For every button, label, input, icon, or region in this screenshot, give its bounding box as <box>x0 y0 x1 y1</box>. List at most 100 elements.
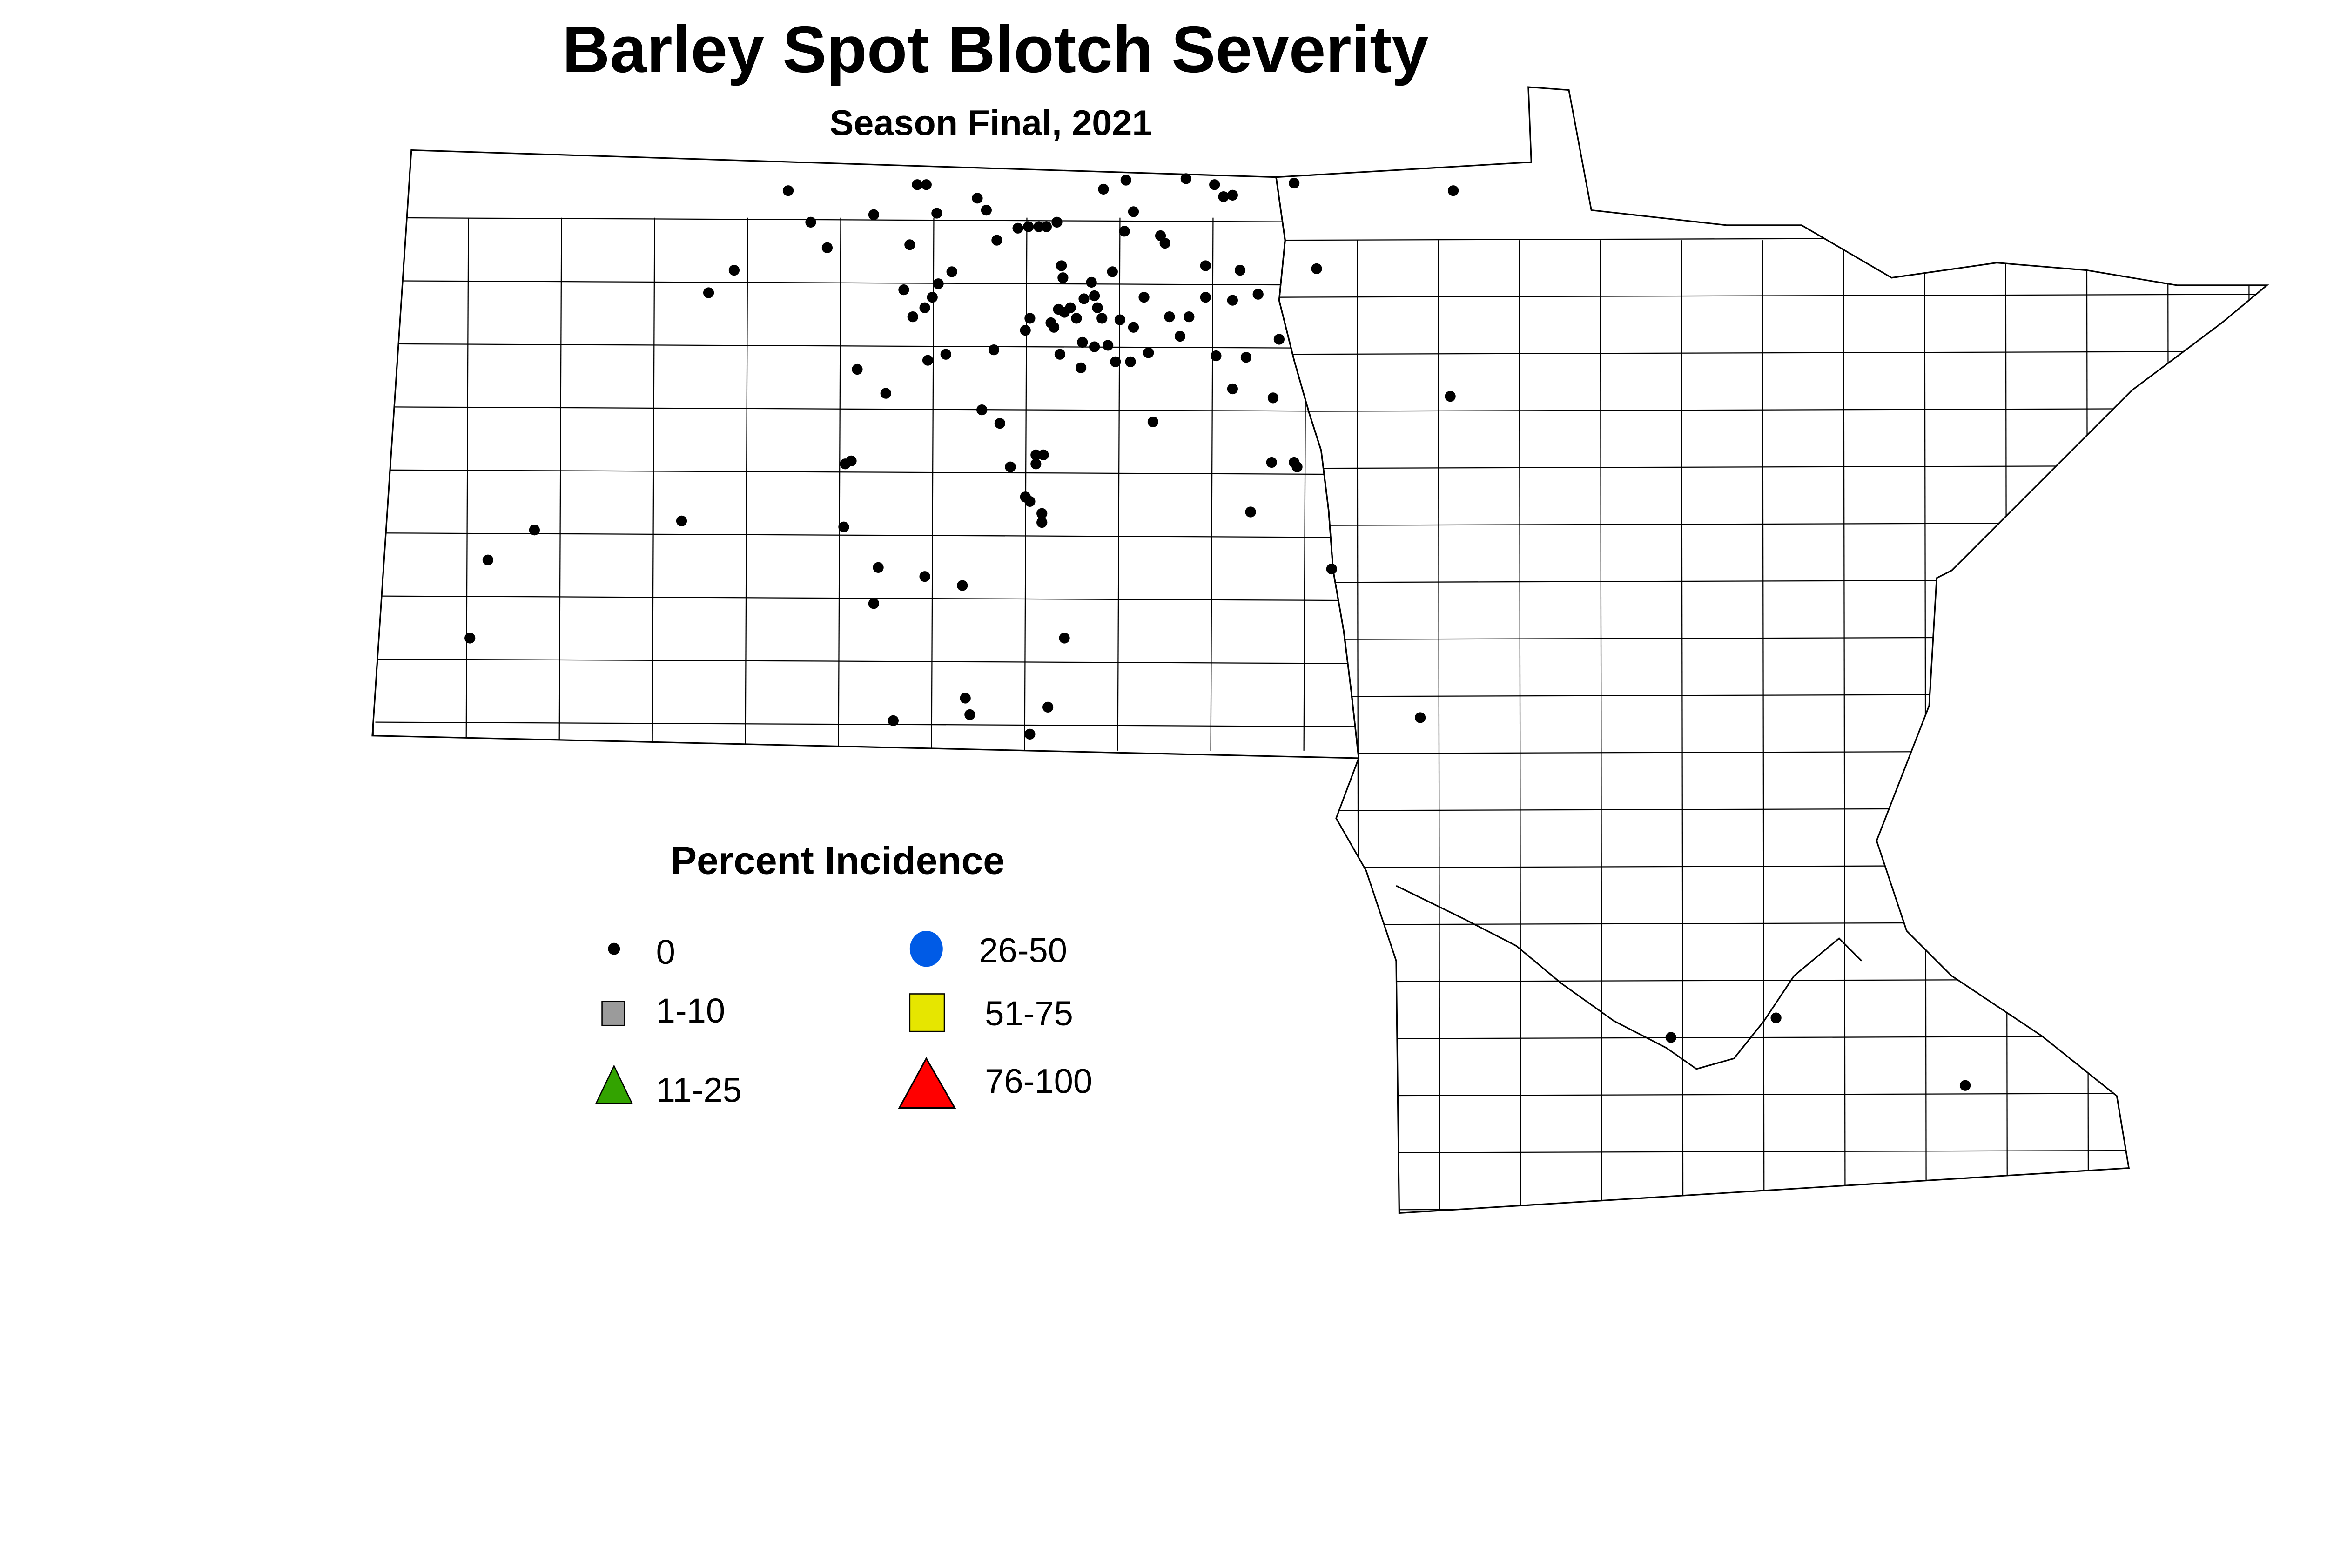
county-line <box>1117 217 1121 751</box>
county-line <box>1276 236 2267 241</box>
site-marker-incidence-0 <box>919 302 930 313</box>
county-line <box>1276 579 2267 583</box>
site-marker-incidence-0 <box>919 571 930 582</box>
site-marker-incidence-0 <box>1770 1012 1782 1023</box>
site-marker-incidence-0 <box>1054 349 1066 360</box>
site-marker-incidence-0 <box>1089 290 1100 302</box>
legend-label-76-100: 76-100 <box>985 1062 1092 1100</box>
minnesota-river <box>1396 885 1863 1070</box>
site-marker-incidence-0 <box>1273 334 1285 345</box>
legend-symbol-11-25 <box>595 1064 633 1104</box>
county-line <box>1024 217 1028 751</box>
legend-symbol-26-50 <box>909 930 943 967</box>
site-marker-incidence-0 <box>1266 457 1277 468</box>
site-marker-incidence-0 <box>1089 341 1100 352</box>
site-marker-incidence-0 <box>676 515 687 526</box>
county-line <box>1276 1092 2267 1097</box>
county-line <box>1276 350 2267 355</box>
site-marker-incidence-0 <box>1125 356 1136 368</box>
site-marker-incidence-0 <box>1005 461 1016 472</box>
site-marker-incidence-0 <box>464 633 476 644</box>
site-marker-incidence-0 <box>1030 449 1042 461</box>
county-line <box>375 217 1359 223</box>
county-line <box>1276 750 2267 754</box>
site-marker-incidence-0 <box>1240 352 1252 363</box>
site-marker-incidence-0 <box>1098 183 1109 195</box>
site-marker-incidence-0 <box>1218 191 1229 202</box>
site-marker-incidence-0 <box>1075 362 1087 373</box>
site-marker-incidence-0 <box>529 525 540 536</box>
site-marker-incidence-0 <box>1086 276 1097 288</box>
site-marker-incidence-0 <box>1033 221 1044 232</box>
site-marker-incidence-0 <box>1096 313 1108 324</box>
site-marker-incidence-0 <box>1311 263 1322 275</box>
site-marker-incidence-0 <box>907 311 918 323</box>
site-marker-incidence-0 <box>880 388 891 399</box>
site-marker-incidence-0 <box>873 562 884 573</box>
site-marker-incidence-0 <box>1211 350 1222 362</box>
site-marker-incidence-0 <box>1041 221 1052 232</box>
site-marker-incidence-0 <box>1445 390 1456 402</box>
site-marker-incidence-0 <box>1164 311 1175 323</box>
county-line <box>375 469 1359 475</box>
county-line <box>652 217 655 751</box>
county-line <box>1276 464 2267 469</box>
site-marker-incidence-0 <box>868 209 880 220</box>
site-marker-incidence-0 <box>1071 313 1082 324</box>
site-marker-incidence-0 <box>921 179 932 190</box>
county-line <box>1356 240 1359 1213</box>
site-marker-incidence-0 <box>1012 222 1023 234</box>
county-line <box>1276 294 2267 298</box>
county-line <box>375 406 1359 412</box>
site-marker-incidence-0 <box>728 265 740 276</box>
site-marker-incidence-0 <box>957 580 968 591</box>
site-marker-incidence-0 <box>838 521 849 532</box>
site-marker-incidence-0 <box>1252 289 1264 300</box>
site-marker-incidence-0 <box>904 239 915 250</box>
site-marker-incidence-0 <box>922 355 934 366</box>
county-line <box>1276 693 2267 697</box>
site-marker-incidence-0 <box>1147 416 1159 428</box>
county-line <box>1276 1149 2267 1154</box>
county-line <box>1276 636 2267 640</box>
site-marker-incidence-0 <box>1291 461 1303 472</box>
site-marker-incidence-0 <box>1048 322 1060 333</box>
site-marker-incidence-0 <box>946 266 957 277</box>
site-marker-incidence-0 <box>988 344 1000 356</box>
site-marker-incidence-0 <box>1077 336 1088 348</box>
site-marker-incidence-0 <box>1234 265 1246 276</box>
map-title: Barley Spot Blotch Severity <box>562 13 1428 87</box>
site-marker-incidence-0 <box>976 404 988 416</box>
site-marker-incidence-0 <box>994 418 1006 429</box>
site-marker-incidence-0 <box>1030 458 1042 470</box>
county-line <box>1681 240 1684 1213</box>
site-marker-incidence-0 <box>1159 237 1170 249</box>
site-marker-incidence-0 <box>933 278 944 289</box>
county-line <box>1600 240 1603 1213</box>
county-line <box>1276 864 2267 868</box>
site-marker-incidence-0 <box>964 709 975 720</box>
site-marker-incidence-0 <box>1227 383 1238 395</box>
site-marker-incidence-0 <box>1036 517 1048 528</box>
site-marker-incidence-0 <box>1110 356 1121 368</box>
county-line <box>2005 240 2008 1213</box>
site-marker-incidence-0 <box>1959 1080 1971 1091</box>
site-marker-incidence-0 <box>1120 175 1131 186</box>
county-line <box>2086 240 2089 1213</box>
county-line <box>375 721 1359 727</box>
site-marker-incidence-0 <box>805 216 816 228</box>
county-line <box>1276 807 2267 812</box>
county-line <box>375 343 1359 349</box>
site-marker-incidence-0 <box>1119 226 1130 237</box>
site-marker-incidence-0 <box>1414 712 1426 723</box>
site-markers <box>464 173 1971 1091</box>
site-marker-incidence-0 <box>482 554 494 565</box>
site-marker-incidence-0 <box>1665 1032 1676 1043</box>
county-line <box>838 217 841 751</box>
legend-label-1-10: 1-10 <box>656 991 725 1030</box>
county-line <box>1276 522 2267 526</box>
county-line <box>375 658 1359 664</box>
county-line <box>745 217 748 751</box>
site-marker-incidence-0 <box>940 349 951 360</box>
county-line <box>375 595 1359 601</box>
